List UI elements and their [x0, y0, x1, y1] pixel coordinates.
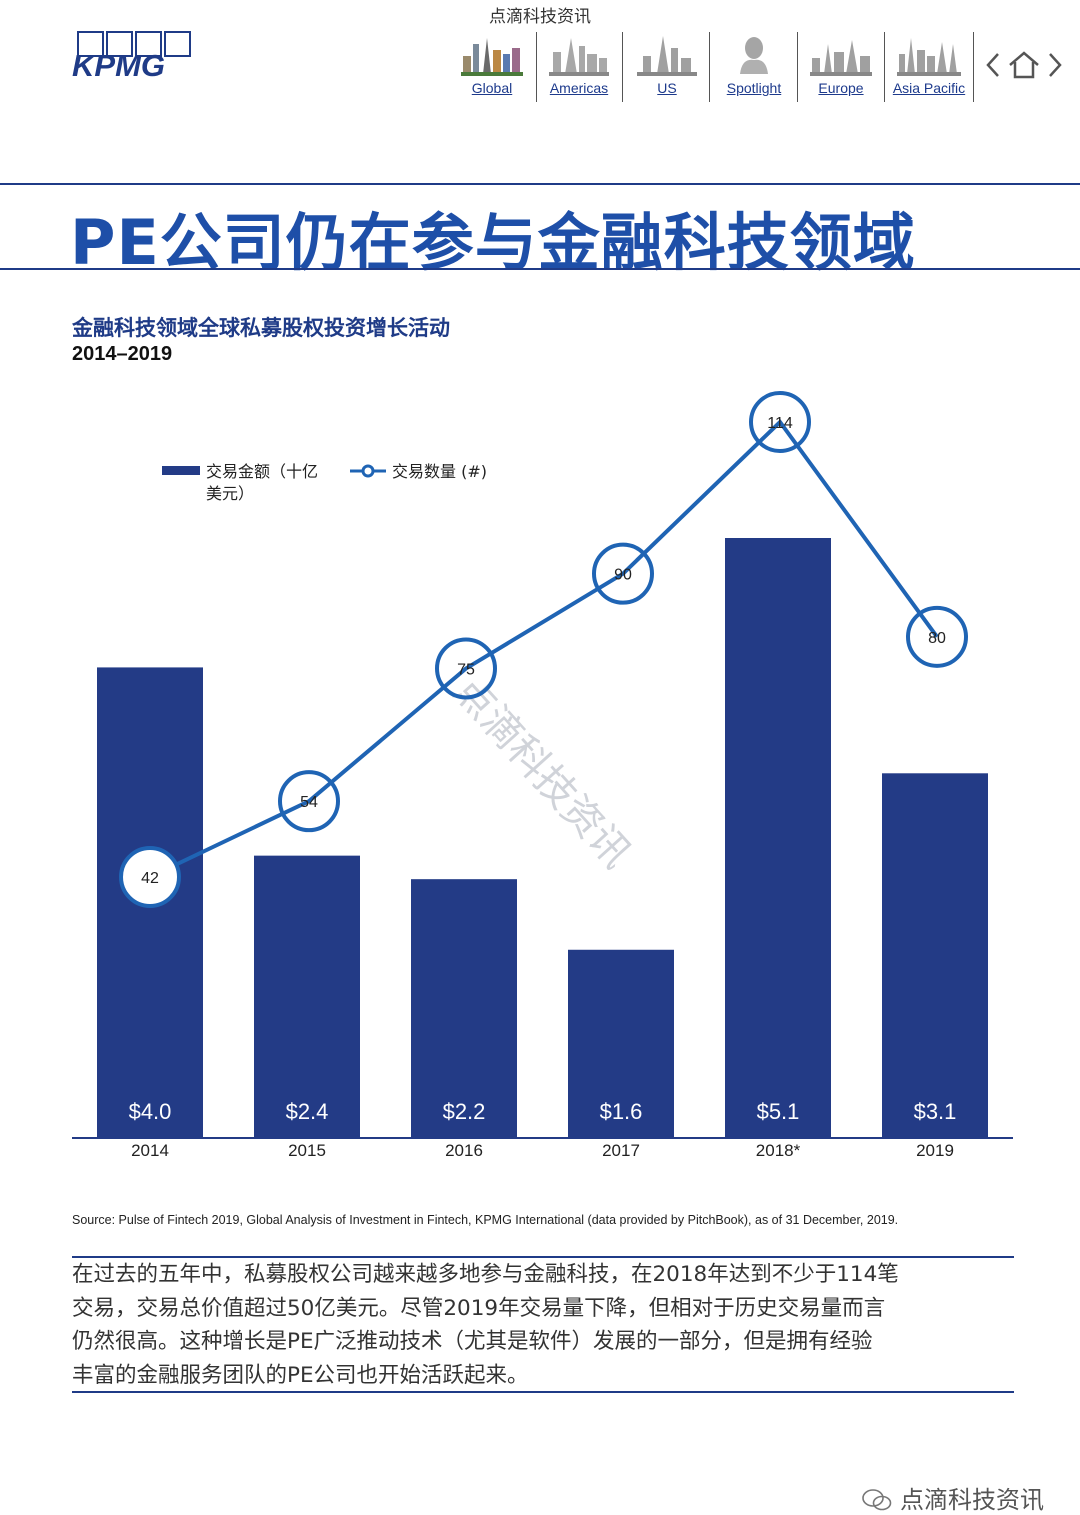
nav-divider — [797, 32, 798, 102]
count-point: 114 — [749, 391, 811, 453]
count-marker — [906, 605, 968, 668]
home-icon[interactable] — [1008, 50, 1040, 80]
spotlight-bust-icon — [740, 37, 768, 74]
count-marker — [435, 637, 497, 700]
count-marker — [278, 770, 340, 833]
bar-value-label: $2.2 — [443, 1099, 486, 1124]
x-tick-label: 2019 — [916, 1141, 954, 1160]
bar-value-label: $5.1 — [757, 1099, 800, 1124]
nav-label-americas: Americas — [549, 80, 609, 96]
kpmg-logo-text: KPMG — [72, 48, 165, 83]
x-tick-label: 2017 — [602, 1141, 640, 1160]
legend-bar-label-line1: 交易金额（十亿 — [206, 462, 318, 481]
count-point: 90 — [592, 542, 654, 605]
legend-line-label: 交易数量 (#) — [392, 462, 487, 481]
page-title: PE公司仍在参与金融科技领域 — [70, 206, 916, 279]
bottom-watermark-text: 点滴科技资讯 — [900, 1486, 1044, 1514]
body-line: 仍然很高。这种增长是PE广泛推动技术（尤其是软件）发展的一部分，但是拥有经验 — [72, 1329, 873, 1354]
chart-title: 金融科技领域全球私募股权投资增长活动 — [72, 316, 450, 340]
x-tick-label: 2016 — [445, 1141, 483, 1160]
source-note: Source: Pulse of Fintech 2019, Global An… — [72, 1213, 899, 1227]
body-text: 在过去的五年中，私募股权公司越来越多地参与金融科技，在2018年达到不少于114… — [72, 1258, 1002, 1392]
chart-legend: 交易金额（十亿 美元） 交易数量 (#) — [162, 462, 487, 503]
nav-label-europe: Europe — [818, 80, 864, 96]
bar — [725, 538, 831, 1138]
count-label: 114 — [767, 415, 793, 432]
nav-divider — [709, 32, 710, 102]
nav-item-asia-pacific[interactable]: Asia Pacific — [890, 30, 968, 105]
bar-value-label: $3.1 — [914, 1099, 957, 1124]
body-line: 在过去的五年中，私募股权公司越来越多地参与金融科技，在2018年达到不少于114… — [72, 1262, 899, 1287]
chart-subtitle: 2014–2019 — [72, 343, 173, 365]
x-tick-label: 2015 — [288, 1141, 326, 1160]
count-point: 42 — [119, 846, 181, 908]
chart-watermark: 点滴科技资讯 — [445, 668, 640, 877]
count-label: 90 — [614, 567, 632, 584]
back-chevron-icon[interactable] — [984, 50, 1002, 80]
forward-chevron-icon[interactable] — [1046, 50, 1064, 80]
x-tick-label: 2014 — [131, 1141, 169, 1160]
count-marker — [592, 542, 654, 605]
americas-skyline-icon — [549, 38, 609, 76]
nav-divider — [884, 32, 885, 102]
legend-bar-label-line2: 美元） — [206, 484, 254, 503]
nav-item-global[interactable]: Global — [455, 30, 529, 105]
bar-value-label: $1.6 — [600, 1099, 643, 1124]
nav-label-us: US — [657, 80, 677, 96]
top-watermark: 点滴科技资讯 — [489, 7, 591, 27]
title-rule-bottom — [0, 268, 1080, 270]
count-marker — [749, 391, 811, 453]
count-point: 80 — [906, 605, 968, 668]
count-point: 54 — [278, 770, 340, 833]
bar — [411, 879, 517, 1138]
kpmg-logo[interactable]: KPMG — [70, 30, 195, 85]
bar — [254, 855, 360, 1138]
global-skyline-icon — [461, 38, 523, 76]
count-label: 75 — [457, 661, 475, 678]
bottom-watermark: 点滴科技资讯 — [862, 1480, 1044, 1515]
nav-item-europe[interactable]: Europe — [804, 30, 878, 105]
nav-item-us[interactable]: US — [629, 30, 705, 105]
bar-value-label: $4.0 — [129, 1099, 172, 1124]
us-skyline-icon — [637, 36, 697, 76]
count-label: 42 — [141, 870, 159, 887]
nav-item-spotlight[interactable]: Spotlight — [716, 30, 792, 105]
count-point: 75 — [435, 637, 497, 700]
body-rule-top — [72, 1256, 1014, 1258]
europe-skyline-icon — [810, 40, 872, 76]
wechat-icon — [862, 1489, 892, 1511]
asia-pacific-skyline-icon — [897, 38, 961, 76]
nav-divider — [622, 32, 623, 102]
nav-label-global: Global — [471, 80, 513, 96]
bar — [882, 773, 988, 1138]
bar-value-label: $2.4 — [286, 1099, 329, 1124]
legend-line-marker — [361, 464, 375, 478]
fintech-pe-chart: 交易金额（十亿 美元） 交易数量 (#) $4.0 $2.4 $2.2 $1.6 $5.… — [72, 391, 1013, 1160]
body-rule-bottom — [72, 1391, 1014, 1393]
body-line: 丰富的金融服务团队的PE公司也开始活跃起来。 — [72, 1362, 529, 1388]
bar — [568, 949, 674, 1138]
count-label: 80 — [928, 630, 946, 647]
title-rule-top — [0, 183, 1080, 185]
legend-bar-swatch — [162, 466, 200, 475]
nav-label-asia-pacific: Asia Pacific — [892, 80, 966, 96]
count-label: 54 — [300, 794, 318, 811]
body-line: 交易，交易总价值超过50亿美元。尽管2019年交易量下降，但相对于历史交易量而言 — [72, 1295, 886, 1321]
count-marker — [119, 846, 181, 908]
nav-label-spotlight: Spotlight — [726, 80, 782, 96]
nav-divider — [973, 32, 974, 102]
nav-divider — [536, 32, 537, 102]
x-tick-label: 2018* — [756, 1141, 801, 1160]
nav-item-americas[interactable]: Americas — [543, 30, 615, 105]
